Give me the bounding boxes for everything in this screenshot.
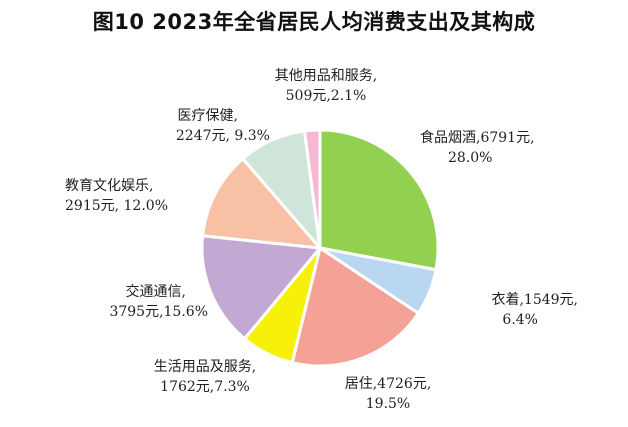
label-education: 教育文化娱乐, 2915元, 12.0% [65, 178, 169, 214]
pie-slice-2 [290, 246, 420, 368]
pie-slice-0 [318, 128, 440, 272]
label-food: 食品烟酒,6791元, 28.0% [420, 130, 535, 166]
label-clothing: 衣着,1549元, 6.4% [491, 292, 578, 328]
pie-slice-4 [200, 234, 322, 341]
pie-slice-5 [201, 157, 322, 250]
pie-slice-7 [303, 128, 322, 250]
label-other: 其他用品和服务, 509元,2.1% [274, 68, 378, 104]
label-healthcare: 医疗保健, 2247元, 9.3% [175, 108, 270, 144]
chart-title: 图10 2023年全省居民人均消费支出及其构成 [92, 10, 536, 34]
label-transport: 交通通信, 3795元,15.6% [109, 284, 208, 320]
label-housing: 居住,4726元, 19.5% [344, 376, 432, 412]
label-daily-goods: 生活用品及服务, 1762元,7.3% [153, 359, 257, 395]
